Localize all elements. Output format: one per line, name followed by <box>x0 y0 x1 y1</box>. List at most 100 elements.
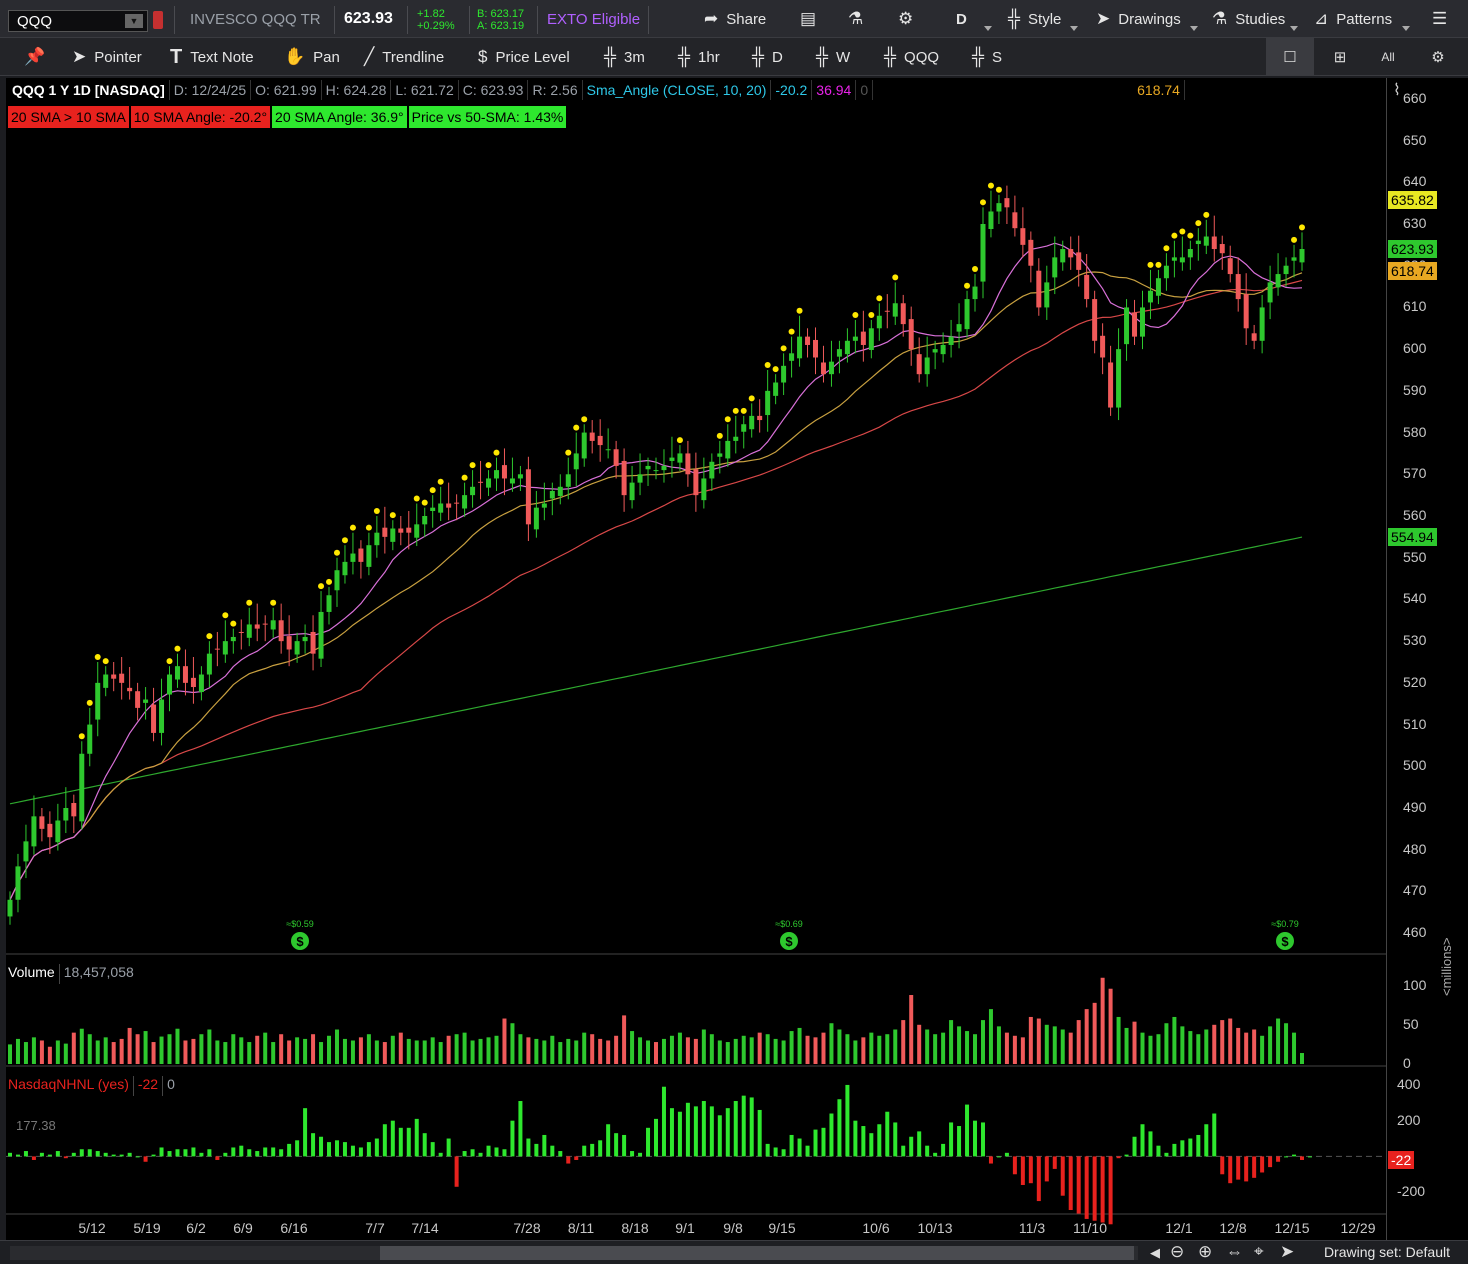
candle-body <box>805 336 811 345</box>
pin-button[interactable]: 📌 <box>24 38 45 76</box>
candle-body <box>95 682 101 720</box>
volume-bar <box>1068 1032 1073 1064</box>
divider <box>334 6 335 34</box>
alert-flag-icon[interactable] <box>153 11 163 29</box>
study-name[interactable]: Sma_Angle (CLOSE, 10, 20) <box>583 80 772 100</box>
patterns-icon: ⊿ <box>1314 9 1329 28</box>
pan-button[interactable]: ✋ Pan <box>284 38 340 76</box>
volume-bar <box>1284 1023 1289 1064</box>
nhnl-bar <box>1236 1156 1241 1180</box>
price-chart[interactable]: ≈$0.59 $ ≈$0.69 $ ≈$0.79 $5/12 5/19 6/2 6/9 6/16 7… <box>6 78 1386 1244</box>
volume-label[interactable]: Volume <box>8 964 60 984</box>
share-button[interactable]: ➦ Share <box>704 0 766 38</box>
nhnl-bar <box>151 1154 156 1157</box>
expand-icon[interactable]: ⇔ <box>1226 1242 1243 1261</box>
nhnl-bar <box>1244 1156 1249 1182</box>
symbol-qqq-button[interactable]: ╬ QQQ <box>884 38 939 76</box>
candle-body <box>765 390 771 416</box>
x-axis-tick-label: 12/8 <box>1219 1220 1246 1236</box>
x-axis-tick-label: 10/13 <box>917 1220 952 1236</box>
new-high-dot <box>1155 261 1162 268</box>
nhnl-bar <box>143 1156 148 1162</box>
timeframe-d-button[interactable]: ╬ D <box>752 38 783 76</box>
volume-bar <box>1228 1018 1233 1064</box>
volume-bar <box>255 1035 260 1064</box>
horizontal-scrollbar[interactable] <box>10 1246 1138 1260</box>
text-note-button[interactable]: T Text Note <box>170 38 254 76</box>
candle-body <box>549 490 555 499</box>
studies-button[interactable]: ⚗ Studies <box>1212 0 1285 38</box>
text-note-label: Text Note <box>190 48 254 66</box>
price-level-button[interactable]: $ Price Level <box>478 38 570 76</box>
timeframe-w-button[interactable]: ╬ W <box>816 38 850 76</box>
patterns-button[interactable]: ⊿ Patterns <box>1314 0 1392 38</box>
quote-panel-button[interactable]: ▤ <box>800 0 816 38</box>
chart-canvas[interactable]: ≈$0.59 $ ≈$0.69 $ ≈$0.79 $5/12 5/19 6/2 6/9 6/16 7… <box>6 78 1386 1244</box>
scrollbar-thumb[interactable] <box>380 1246 1134 1260</box>
candle-body <box>908 319 914 350</box>
symbol-input[interactable]: QQQ ▼ <box>8 10 148 32</box>
volume-bar <box>502 1018 507 1064</box>
nhnl-bar <box>622 1134 627 1157</box>
chart-title[interactable]: QQQ 1 Y 1D [NASDAQ] <box>8 80 170 100</box>
candle-body <box>278 620 284 642</box>
candle-body <box>366 545 372 567</box>
volume-bar <box>1044 1024 1049 1064</box>
price-tick-label: 460 <box>1403 924 1427 941</box>
volume-bar <box>973 1034 978 1064</box>
nhnl-bar <box>327 1142 332 1157</box>
price-tick-label: 630 <box>1403 215 1427 231</box>
nhnl-bar <box>1076 1156 1081 1214</box>
chart-settings-button[interactable]: ⚙ <box>1414 38 1462 76</box>
candle-body <box>159 699 165 733</box>
trendline-button[interactable]: ╱ Trendline <box>364 38 444 76</box>
volume-bar <box>933 1034 938 1064</box>
chart-mode-icon[interactable]: ⌇ <box>1393 82 1401 99</box>
style-button[interactable]: ╬ Style <box>1008 0 1061 38</box>
nhnl-bar <box>925 1145 930 1157</box>
lab-button[interactable]: ⚗ <box>848 0 863 38</box>
crosshair-icon[interactable]: ⌖ <box>1254 1242 1264 1261</box>
drawing-set-label[interactable]: Drawing set: Default <box>1323 1244 1450 1260</box>
volume-bar <box>1148 1035 1153 1064</box>
timeframe-1hr-button[interactable]: ╬ 1hr <box>678 38 720 76</box>
cursor-icon[interactable]: ➤ <box>1280 1242 1295 1261</box>
nhnl-bar <box>311 1133 316 1157</box>
symbol-dropdown-icon[interactable]: ▼ <box>125 14 143 28</box>
nhnl-bar <box>1212 1113 1217 1157</box>
all-button[interactable]: All <box>1364 38 1412 76</box>
candle-body <box>797 336 803 359</box>
dividend-icon-glyph: $ <box>1281 934 1289 949</box>
badge-sma-cross: 20 SMA > 10 SMA <box>8 106 129 128</box>
grid-layout-button[interactable]: ⊞ <box>1316 38 1364 76</box>
single-layout-button[interactable]: ☐ <box>1266 38 1314 76</box>
volume-bar <box>470 1040 475 1064</box>
timeframe-3m-button[interactable]: ╬ 3m <box>604 38 645 76</box>
symbol-s-button[interactable]: ╬ S <box>972 38 1002 76</box>
nhnl-bar <box>191 1147 196 1157</box>
volume-bar <box>430 1037 435 1064</box>
nhnl-label[interactable]: NasdaqNHNL (yes) <box>8 1076 134 1096</box>
zoom-in-icon[interactable]: ⊕ <box>1198 1242 1213 1261</box>
aggregation-button[interactable]: D <box>956 0 967 38</box>
drawings-button[interactable]: ➤ Drawings <box>1096 0 1181 38</box>
zoom-out-icon[interactable]: ⊖ <box>1170 1242 1185 1261</box>
nhnl-bar <box>821 1127 826 1157</box>
new-high-dot <box>788 328 795 335</box>
nhnl-bar <box>366 1142 371 1157</box>
candle-body <box>1108 362 1114 408</box>
settings-button[interactable]: ⚙ <box>898 0 913 38</box>
exto-eligible[interactable]: EXTO Eligible <box>547 10 641 28</box>
price-tick-label: 590 <box>1403 381 1427 398</box>
price-tick-label: 530 <box>1403 632 1427 649</box>
price-tick-label: 520 <box>1403 673 1427 690</box>
nhnl-bar <box>566 1156 571 1164</box>
volume-bar <box>1036 1018 1041 1064</box>
volume-bar <box>925 1029 930 1064</box>
scroll-left-icon[interactable]: ◀ <box>1150 1245 1160 1260</box>
menu-button[interactable]: ☰ <box>1432 0 1447 38</box>
candle-body <box>71 802 77 817</box>
sma-10-line <box>9 242 1303 901</box>
x-axis-tick-label: 9/15 <box>768 1220 795 1236</box>
pointer-button[interactable]: ➤ Pointer <box>72 38 142 76</box>
